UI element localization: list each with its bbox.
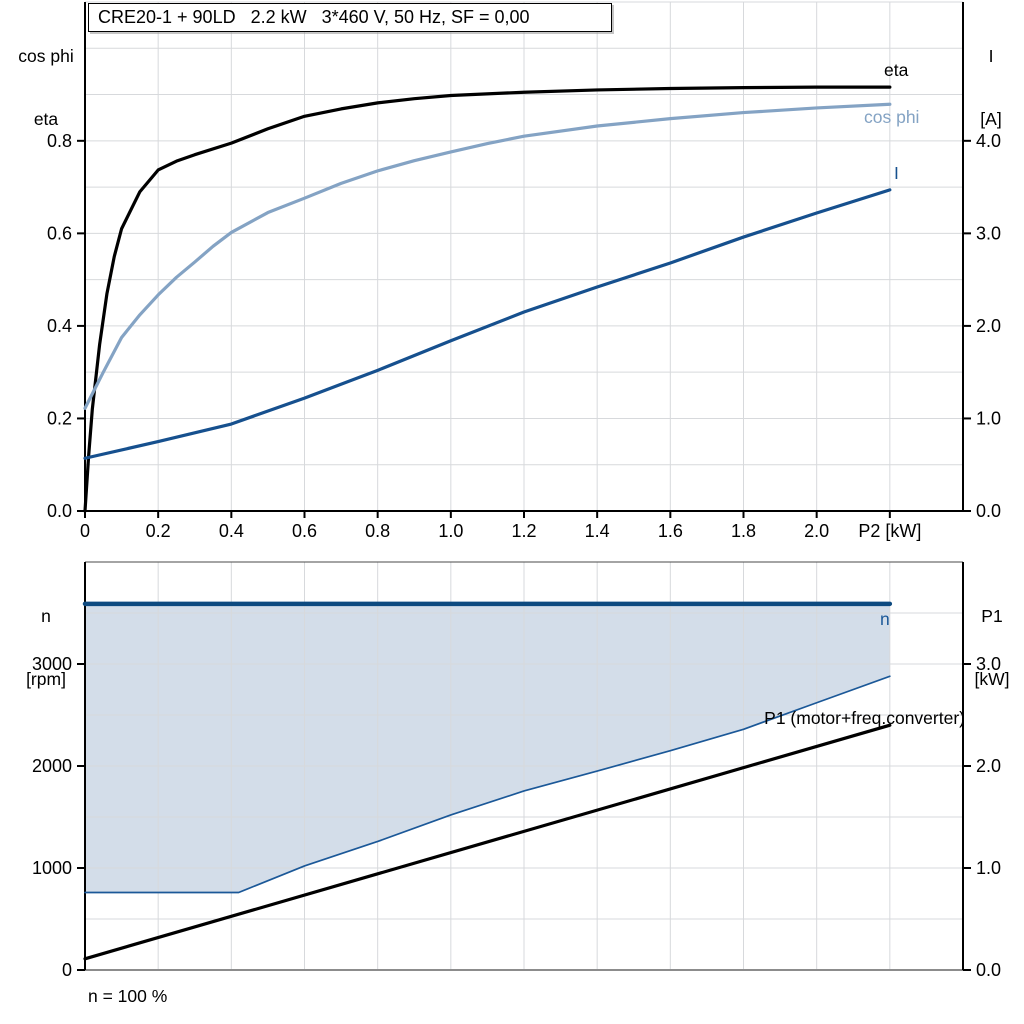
axis-title-line: P1 — [981, 606, 1003, 626]
axis-title-line: I — [988, 46, 994, 66]
top-left-axis-title: cos phi eta — [6, 4, 86, 151]
axes: 0 1000 2000 3000 0.0 1.0 2.0 3.0 — [32, 561, 1001, 980]
left-tick-label: 0.8 — [47, 131, 72, 151]
chart-title-box: CRE20-1 + 90LD 2.2 kW 3*460 V, 50 Hz, SF… — [88, 3, 612, 32]
axis-title-line: [rpm] — [26, 669, 66, 689]
x-tick-label: 1.8 — [731, 521, 756, 541]
right-tick-label: 1.0 — [976, 858, 1001, 878]
series-eta — [83, 85, 892, 513]
current-curve-label: I — [894, 163, 899, 183]
right-tick-label: 0.0 — [976, 501, 1001, 521]
axis-title-line: cos phi — [18, 46, 74, 66]
x-tick-label: 0.2 — [146, 521, 171, 541]
gridlines — [85, 2, 963, 511]
left-tick-label: 0 — [62, 960, 72, 980]
x-tick-label: 0.8 — [365, 521, 390, 541]
speed-annotation: n = 100 % — [88, 986, 168, 1006]
chart-1: 0 1000 2000 3000 0.0 1.0 2.0 3.0 — [32, 561, 1001, 980]
right-tick-label: 2.0 — [976, 316, 1001, 336]
left-tick-label: 0.0 — [47, 501, 72, 521]
right-tick-label: 1.0 — [976, 408, 1001, 428]
left-tick-label: 3000 — [32, 654, 72, 674]
x-tick-label: 1.4 — [585, 521, 610, 541]
x-tick-label: 1.6 — [658, 521, 683, 541]
x-tick-label: 0.6 — [292, 521, 317, 541]
top-right-axis-title: I [A] — [962, 4, 1020, 151]
bottom-left-axis-title: n [rpm] — [6, 564, 86, 711]
x-axis-label: P2 [kW] — [858, 521, 921, 541]
x-tick-label: 1.0 — [438, 521, 463, 541]
series-n-envelope-lower — [84, 675, 891, 894]
x-tick-label: 0.4 — [219, 521, 244, 541]
p1-curve-label: P1 (motor+freq.converter) — [764, 708, 965, 728]
left-tick-label: 2000 — [32, 756, 72, 776]
left-tick-label: 0.6 — [47, 223, 72, 243]
left-tick-label: 0.2 — [47, 408, 72, 428]
left-tick-label: 1000 — [32, 858, 72, 878]
series-p1-(motor+freq.converter) — [83, 723, 892, 961]
axis-title-line: n — [41, 606, 51, 626]
axis-title-line: [kW] — [974, 669, 1010, 689]
left-tick-label: 0.4 — [47, 316, 72, 336]
axes: 0 0.2 0.4 0.6 0.8 1.0 1.2 1.4 1.6 1.8 2.0 P2 [kW] 0.… — [47, 1, 1001, 541]
right-tick-label: 3.0 — [976, 223, 1001, 243]
eta-curve-label: eta — [884, 60, 909, 80]
axis-title-line: [A] — [980, 109, 1002, 129]
x-tick-label: 1.2 — [511, 521, 536, 541]
chart-0: 0 0.2 0.4 0.6 0.8 1.0 1.2 1.4 1.6 1.8 2.0 P2 [kW] 0.… — [47, 1, 1001, 541]
bottom-right-axis-title: P1 [kW] — [962, 564, 1022, 711]
gridlines — [85, 562, 963, 970]
series-cos-phi — [83, 102, 892, 410]
cos-phi-curve-label: cos phi — [864, 107, 920, 127]
right-tick-label: 0.0 — [976, 960, 1001, 980]
duty-range-area — [85, 603, 890, 893]
x-tick-label: 0 — [80, 521, 90, 541]
speed-curve-label: n — [880, 609, 890, 629]
right-tick-label: 4.0 — [976, 131, 1001, 151]
x-tick-label: 2.0 — [804, 521, 829, 541]
right-tick-label: 2.0 — [976, 756, 1001, 776]
axis-title-line: eta — [33, 109, 59, 129]
series-i — [83, 188, 892, 460]
right-tick-label: 3.0 — [976, 654, 1001, 674]
